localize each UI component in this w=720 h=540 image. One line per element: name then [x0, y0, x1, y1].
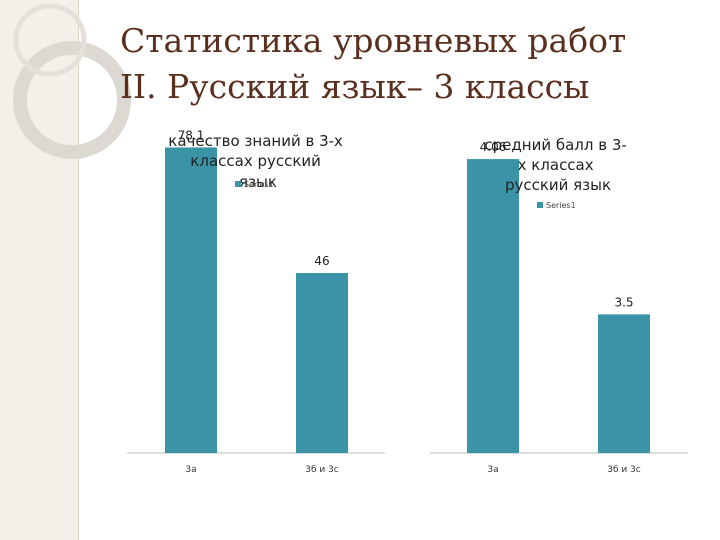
- chart1-legend-swatch: [235, 181, 241, 187]
- chart2-tick-3b-3c: 3б и 3с: [607, 465, 641, 475]
- chart2-bar-3a: [467, 159, 519, 453]
- chart1-bar-3b-3c: [296, 273, 348, 453]
- chart1-legend-label: Series1: [244, 180, 274, 189]
- chart2-title: средний балл в 3- х классах русский язык: [484, 136, 631, 194]
- chart1-tick-3b-3c: 3б и 3с: [305, 465, 339, 475]
- chart-average-score: 4.06 3.5 3а 3б и 3с средний балл в 3- х …: [430, 136, 688, 475]
- left-decor-band: [0, 0, 79, 540]
- chart1-tick-3a: 3а: [185, 465, 196, 475]
- decor-ring-icon: [13, 3, 131, 159]
- chart2-data-label-3a: 4.06: [480, 140, 507, 154]
- slide-title: Статистика уровневых работ II. Русский я…: [120, 18, 710, 110]
- chart1-bar-3a: [165, 147, 217, 453]
- chart2-bar-3b-3c: [598, 314, 650, 453]
- chart2-data-label-3b-3c: 3.5: [614, 295, 633, 309]
- slide-title-line2: II. Русский язык– 3 классы: [120, 67, 590, 106]
- chart2-legend-swatch: [537, 202, 543, 208]
- chart2-tick-3a: 3а: [487, 465, 498, 475]
- chart2-legend-label: Series1: [546, 201, 576, 210]
- chart1-title: качество знаний в 3-х классах русский яз…: [168, 132, 347, 191]
- chart-knowledge-quality: 78.1 46 3а 3б и 3с качество знаний в 3-х…: [127, 128, 385, 475]
- chart1-data-label-3b-3c: 46: [314, 254, 329, 268]
- chart1-data-label-3a: 78.1: [178, 128, 205, 142]
- slide-title-line1: Статистика уровневых работ: [120, 21, 627, 60]
